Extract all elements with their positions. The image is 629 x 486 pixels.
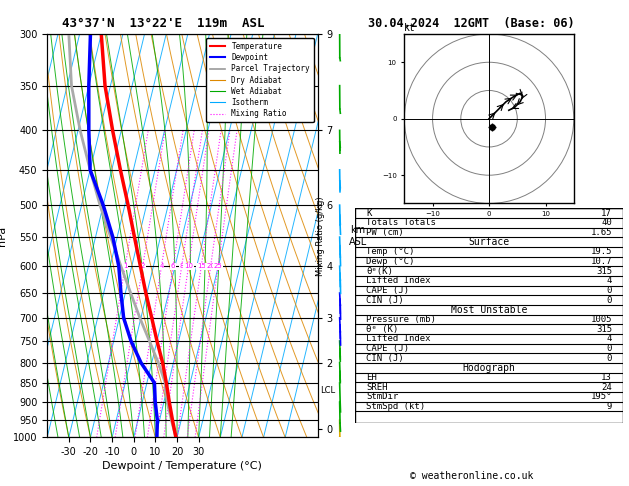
Text: Mixing Ratio (g/kg): Mixing Ratio (g/kg) [316, 196, 325, 276]
Text: PW (cm): PW (cm) [366, 228, 404, 237]
Legend: Temperature, Dewpoint, Parcel Trajectory, Dry Adiabat, Wet Adiabat, Isotherm, Mi: Temperature, Dewpoint, Parcel Trajectory… [206, 38, 314, 122]
Text: Lifted Index: Lifted Index [366, 334, 431, 343]
Text: K: K [366, 208, 372, 218]
Text: EH: EH [366, 373, 377, 382]
Text: © weatheronline.co.uk: © weatheronline.co.uk [410, 471, 533, 481]
Text: CAPE (J): CAPE (J) [366, 286, 409, 295]
Text: Hodograph: Hodograph [462, 363, 516, 373]
X-axis label: Dewpoint / Temperature (°C): Dewpoint / Temperature (°C) [103, 461, 262, 471]
Text: CIN (J): CIN (J) [366, 354, 404, 363]
Text: Lifted Index: Lifted Index [366, 276, 431, 285]
Text: 2: 2 [140, 263, 145, 269]
Text: StmSpd (kt): StmSpd (kt) [366, 402, 425, 411]
Text: 0: 0 [606, 295, 612, 305]
Text: 10: 10 [184, 263, 193, 269]
Text: 0: 0 [606, 354, 612, 363]
Y-axis label: hPa: hPa [0, 226, 8, 246]
Text: 20: 20 [206, 263, 215, 269]
Text: 19.5: 19.5 [591, 247, 612, 256]
Text: 4: 4 [606, 334, 612, 343]
Text: 0: 0 [606, 286, 612, 295]
Text: 25: 25 [214, 263, 223, 269]
Text: θᵉ(K): θᵉ(K) [366, 267, 393, 276]
Text: 8: 8 [179, 263, 184, 269]
Text: 315: 315 [596, 325, 612, 333]
Text: CAPE (J): CAPE (J) [366, 344, 409, 353]
Text: 195°: 195° [591, 392, 612, 401]
Text: SREH: SREH [366, 382, 387, 392]
Text: Most Unstable: Most Unstable [451, 305, 527, 315]
Text: LCL: LCL [320, 386, 335, 395]
Text: 10.7: 10.7 [591, 257, 612, 266]
Text: 0: 0 [606, 344, 612, 353]
Text: 1.65: 1.65 [591, 228, 612, 237]
Text: 43°37'N  13°22'E  119m  ASL: 43°37'N 13°22'E 119m ASL [62, 17, 265, 30]
Text: 1005: 1005 [591, 315, 612, 324]
Text: Dewp (°C): Dewp (°C) [366, 257, 415, 266]
Text: Temp (°C): Temp (°C) [366, 247, 415, 256]
Text: 15: 15 [197, 263, 206, 269]
Text: Totals Totals: Totals Totals [366, 218, 436, 227]
Text: 4: 4 [159, 263, 164, 269]
Text: 40: 40 [601, 218, 612, 227]
Text: θᵉ (K): θᵉ (K) [366, 325, 398, 333]
Text: kt: kt [404, 23, 416, 33]
Y-axis label: km
ASL: km ASL [349, 225, 367, 246]
Text: 1: 1 [123, 263, 128, 269]
Text: 4: 4 [606, 276, 612, 285]
Text: 13: 13 [601, 373, 612, 382]
Text: 9: 9 [606, 402, 612, 411]
Text: StmDir: StmDir [366, 392, 398, 401]
Text: 30.04.2024  12GMT  (Base: 06): 30.04.2024 12GMT (Base: 06) [369, 17, 575, 30]
Text: CIN (J): CIN (J) [366, 295, 404, 305]
Text: 17: 17 [601, 208, 612, 218]
Text: Pressure (mb): Pressure (mb) [366, 315, 436, 324]
Text: 24: 24 [601, 382, 612, 392]
Text: 6: 6 [171, 263, 175, 269]
Text: Surface: Surface [469, 237, 509, 247]
Text: 315: 315 [596, 267, 612, 276]
